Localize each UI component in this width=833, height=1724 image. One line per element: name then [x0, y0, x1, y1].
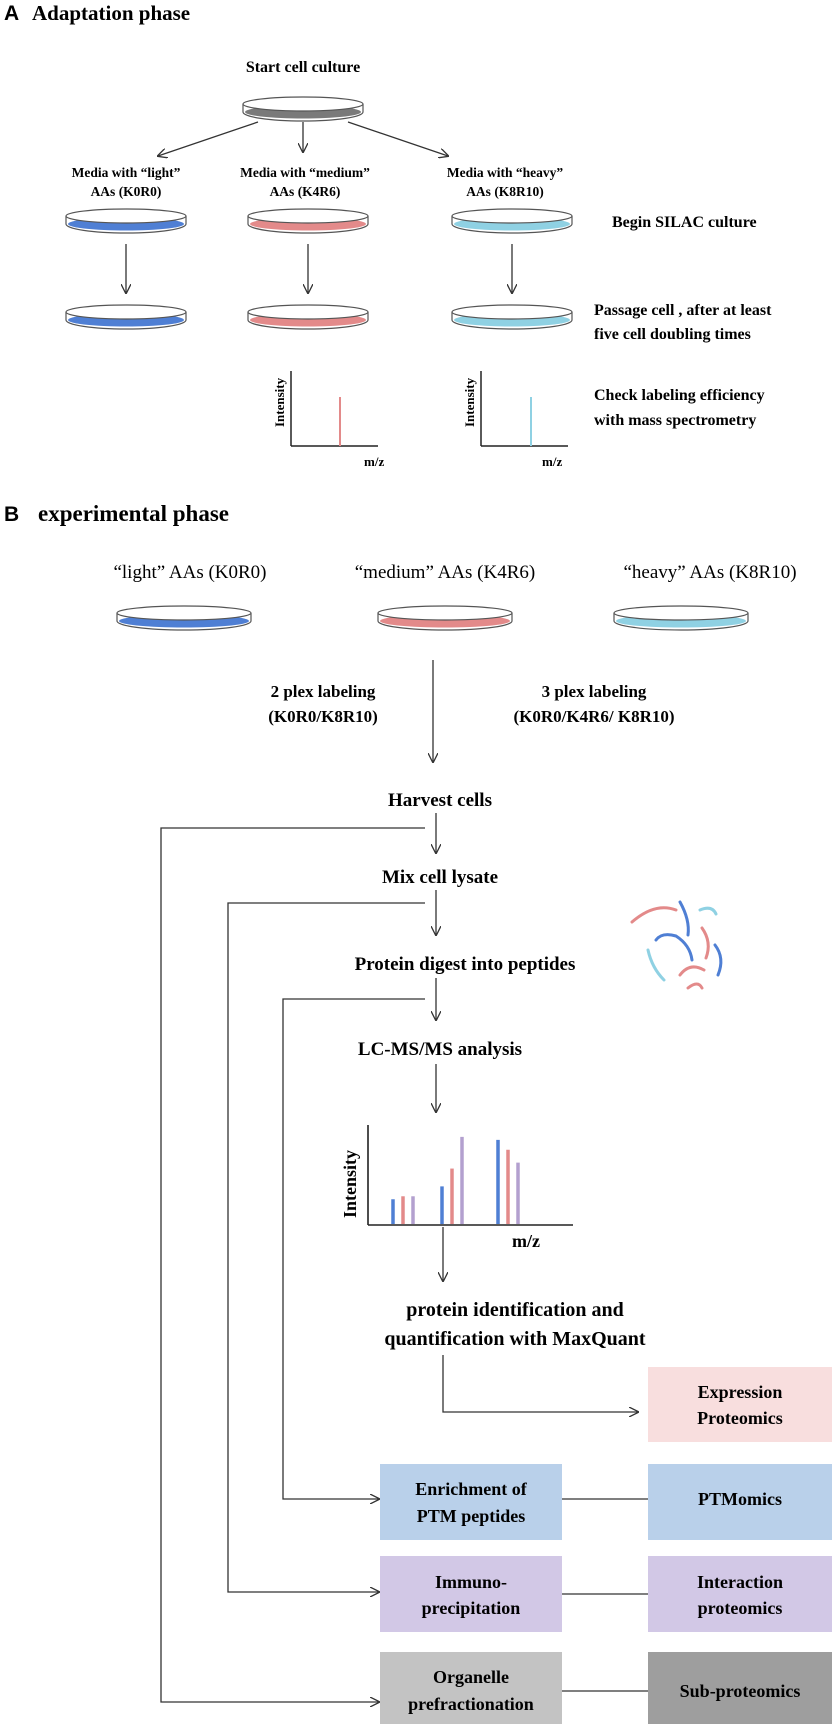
step-mix: Mix cell lysate: [382, 867, 498, 888]
media-light-line2: AAs (K0R0): [91, 184, 162, 199]
interaction-line1: Interaction: [697, 1572, 783, 1592]
step-lcms: LC-MS/MS analysis: [358, 1039, 522, 1060]
panel-b-title: experimental phase: [38, 501, 229, 526]
b-dish-heavy: [613, 605, 749, 631]
check-line1: Check labeling efficiency: [594, 387, 765, 404]
organelle-line1: Organelle: [433, 1667, 509, 1687]
check-line2: with mass spectrometry: [594, 412, 756, 429]
spectrum-heavy-check: Intensity m/z: [462, 371, 568, 469]
expression-line1: Expression: [698, 1382, 783, 1402]
media-heavy-line2: AAs (K8R10): [466, 184, 544, 199]
dish-light-passage: [65, 304, 187, 330]
box-immunoprecipitation: Immuno- precipitation: [380, 1556, 562, 1632]
plex2-line2: (K0R0/K8R10): [268, 707, 378, 726]
organelle-line2: prefractionation: [408, 1694, 534, 1714]
arrow-to-expression: [442, 1355, 638, 1412]
start-culture-label: Start cell culture: [246, 59, 360, 76]
box-ptmomics: PTMomics: [648, 1464, 832, 1540]
ptm-enrich-line1: Enrichment of: [415, 1479, 527, 1499]
step-harvest: Harvest cells: [388, 790, 492, 811]
b-dish-light: [116, 605, 252, 631]
box-organelle-prefractionation: Organelle prefractionation: [380, 1652, 562, 1724]
bypass-immuno-line: [227, 902, 425, 1592]
quant-line1: protein identification and: [406, 1299, 623, 1321]
box-ptm-enrichment: Enrichment of PTM peptides: [380, 1464, 562, 1540]
bypass-organelle-line: [160, 827, 425, 1702]
spectrum-bars: [391, 1136, 520, 1224]
b-media-light: “light” AAs (K0R0): [113, 562, 266, 583]
step-digest: Protein digest into peptides: [355, 954, 576, 975]
dish-medium-begin: [247, 208, 369, 234]
spectrum-heavy-ylabel: Intensity: [462, 377, 477, 427]
plex2-line1: 2 plex labeling: [271, 682, 376, 701]
spectrum-medium-xlabel: m/z: [364, 454, 384, 469]
box-interaction-proteomics: Interaction proteomics: [648, 1556, 832, 1632]
panel-a-title: Adaptation phase: [32, 1, 190, 25]
arrow-start-to-light: [158, 121, 259, 156]
passage-line2: five cell doubling times: [594, 326, 751, 343]
sub-proteomics-label: Sub-proteomics: [680, 1681, 801, 1701]
passage-line1: Passage cell , after at least: [594, 302, 772, 319]
ptm-enrich-line2: PTM peptides: [417, 1506, 526, 1526]
expression-line2: Proteomics: [697, 1408, 783, 1428]
quant-line2: quantification with MaxQuant: [384, 1328, 645, 1350]
lcms-spectrum-chart: Intensity m/z: [340, 1125, 573, 1251]
box-sub-proteomics: Sub-proteomics: [648, 1652, 832, 1724]
spectrum-ylabel: Intensity: [340, 1150, 360, 1218]
immuno-line2: precipitation: [422, 1598, 521, 1618]
plex3-line1: 3 plex labeling: [542, 682, 647, 701]
dish-medium-passage: [247, 304, 369, 330]
arrow-start-to-heavy: [347, 121, 448, 156]
interaction-line2: proteomics: [698, 1598, 783, 1618]
b-media-heavy: “heavy” AAs (K8R10): [623, 562, 796, 583]
dish-heavy-begin: [451, 208, 573, 234]
b-dish-medium: [377, 605, 513, 631]
media-light-line1: Media with “light”: [72, 165, 181, 180]
b-media-medium: “medium” AAs (K4R6): [355, 562, 535, 583]
spectrum-heavy-xlabel: m/z: [542, 454, 562, 469]
box-expression-proteomics: Expression Proteomics: [648, 1367, 832, 1442]
dish-heavy-passage: [451, 304, 573, 330]
media-medium-line1: Media with “medium”: [240, 165, 370, 180]
plex3-line2: (K0R0/K4R6/ K8R10): [513, 707, 674, 726]
dish-light-begin: [65, 208, 187, 234]
bypass-ptm-line: [282, 998, 425, 1499]
ptmomics-label: PTMomics: [698, 1489, 782, 1509]
media-medium-line2: AAs (K4R6): [270, 184, 341, 199]
media-heavy-line1: Media with “heavy”: [447, 165, 563, 180]
start-dish: [242, 96, 364, 122]
spectrum-medium-check: Intensity m/z: [272, 371, 384, 469]
spectrum-medium-ylabel: Intensity: [272, 377, 287, 427]
immuno-line1: Immuno-: [435, 1572, 507, 1592]
panel-b-letter: B: [4, 503, 19, 526]
peptides-icon: [630, 900, 723, 990]
panel-a-letter: A: [4, 2, 19, 25]
begin-silac-label: Begin SILAC culture: [612, 214, 757, 231]
spectrum-xlabel: m/z: [512, 1231, 540, 1251]
